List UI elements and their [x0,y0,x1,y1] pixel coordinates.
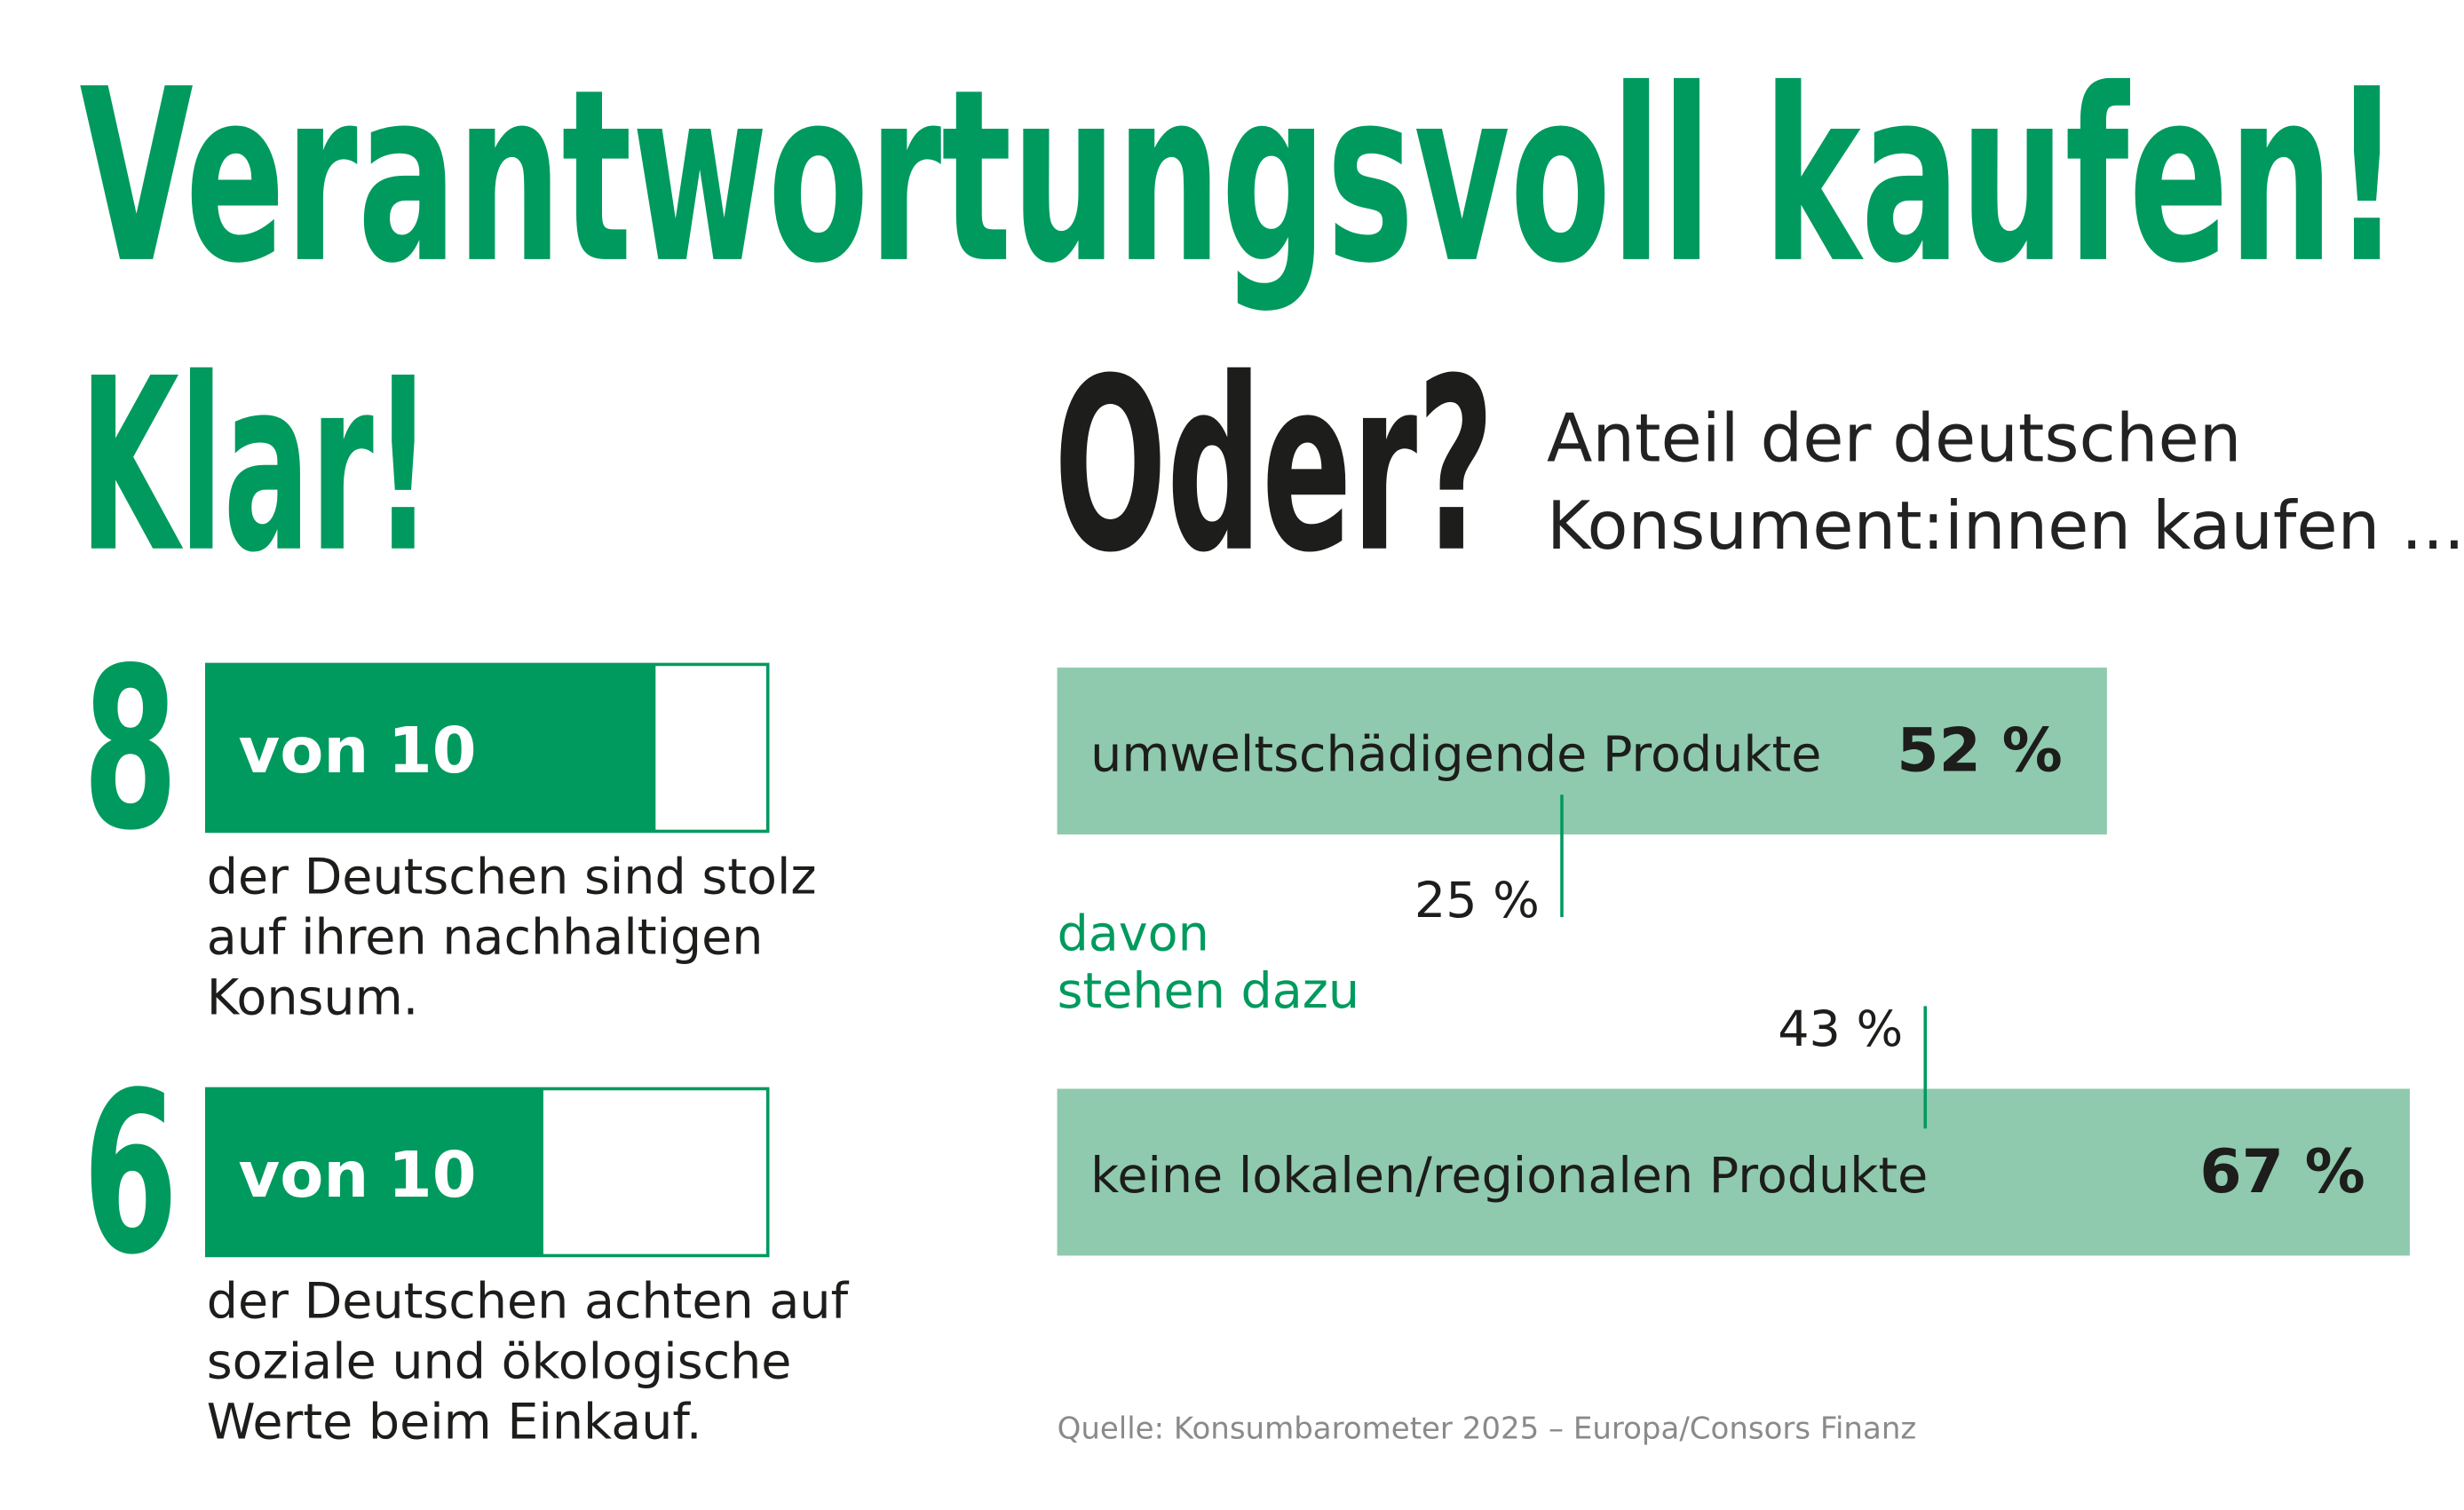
big-number: 8 [83,621,178,880]
annotation: davon [1058,905,1209,963]
value-label: 67 % [2199,1137,2365,1207]
description: Werte beim Einkauf. [207,1393,702,1451]
bar [1057,668,2107,835]
sub-value-label: 25 % [1414,872,1540,929]
category-label: umweltschädigende Produkte [1090,725,1821,783]
title: Verantwortungsvoll kaufen! [80,39,2401,316]
description: Konsum. [207,968,419,1026]
bar-fill [206,664,656,832]
description: der Deutschen sind stolz [207,848,817,905]
bar-label: 10 [388,1138,477,1212]
right-heading: Oder? [1054,328,1494,605]
left-heading: Klar! [80,328,432,605]
big-number: 6 [83,1045,178,1304]
description: der Deutschen achten auf [207,1272,850,1330]
category-label: keine lokalen/regionalen Produkte [1090,1147,1928,1205]
bar-label: von [239,714,369,787]
subtitle: Anteil der deutschen [1547,399,2241,477]
value-label: 52 % [1897,715,2062,786]
bar [1057,1088,2410,1256]
bar-label: 10 [388,714,477,787]
sub-value-label: 43 % [1778,1000,1903,1058]
source: Quelle: Konsumbarometer 2025 – Europa/Co… [1058,1411,1917,1446]
subtitle: Konsument:innen kaufen ... [1547,486,2464,565]
annotation: stehen dazu [1058,962,1360,1020]
description: auf ihren nachhaltigen [207,908,764,966]
description: soziale und ökologische [207,1332,792,1390]
bar-label: von [239,1138,369,1212]
bar-fill [206,1088,543,1256]
